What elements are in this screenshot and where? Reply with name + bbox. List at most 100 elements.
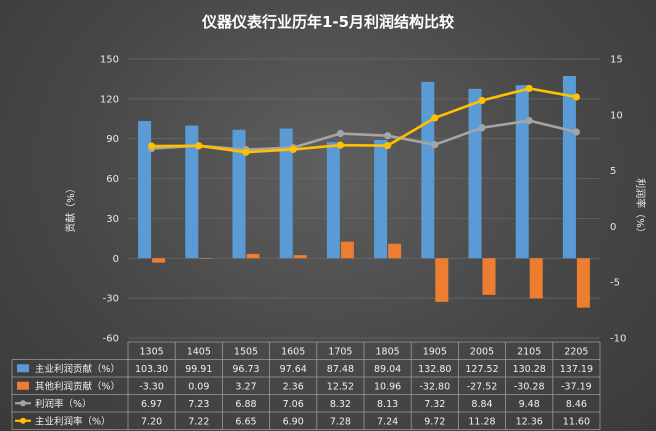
legend-key [20,400,26,407]
bar-other-profit [529,258,543,299]
chart-title: 仪器仪表行业历年1-5月利润结构比较 [201,13,454,31]
table-cell: -30.28 [514,381,545,392]
category-label: 2005 [470,346,494,357]
bar-other-profit [293,255,307,259]
table-cell: 7.28 [330,416,351,427]
table-cell: 6.97 [141,399,162,410]
table-cell: 99.91 [185,364,212,375]
main-profit-rate-point [572,93,581,101]
right-axis-title: 利润率（%） [634,178,647,238]
bar-main-profit [562,76,576,259]
main-profit-rate-point [289,145,297,153]
main-profit-rate-line [151,87,577,154]
table-cell: 11.28 [468,416,495,427]
category-label: 2105 [517,346,541,357]
table-cell: 2.36 [283,381,304,392]
right-tick-label: 0 [610,222,616,233]
bar-main-profit [185,125,199,259]
bar-main-profit [421,81,435,259]
main-profit-rate-point [148,142,156,150]
right-tick-label: 15 [610,55,623,66]
category-label: 1705 [328,346,352,357]
table-cell: 8.84 [471,399,492,410]
table-cell: -37.19 [561,381,592,392]
left-tick-label: 0 [113,254,119,265]
profit-rate-point [525,117,533,125]
profit-rate-line [151,119,577,151]
series-label: 其他利润贡献（%） [35,380,120,392]
bar-other-profit [482,258,496,295]
bar-main-profit [374,139,388,259]
left-tick-label: 60 [106,174,119,185]
table-cell: 127.52 [465,364,498,375]
bar-main-profit [326,142,340,259]
bar-other-profit [152,258,166,263]
table-cell: -27.52 [467,381,498,392]
main-profit-rate-point [478,96,486,105]
table-cell: 10.96 [374,381,401,392]
table-cell: 8.13 [377,399,398,410]
table-cell: 7.23 [188,399,209,410]
table-cell: -32.80 [419,381,450,392]
table-cell: 87.48 [327,364,354,375]
table-cell: 137.19 [560,364,593,375]
right-tick-label: -5 [610,278,620,289]
left-tick-label: -60 [103,334,119,345]
table-cell: 12.36 [516,416,543,427]
left-tick-label: 120 [100,94,119,105]
series-label: 利润率（%） [35,398,92,410]
profit-rate-point [572,128,581,136]
bar-main-profit [515,85,529,259]
table-cell: 12.52 [327,381,354,392]
bar-other-profit [246,253,260,259]
left-tick-label: -30 [103,294,119,305]
bar-other-profit [576,258,590,308]
category-label: 1805 [376,346,400,357]
legend-key [20,417,26,424]
main-profit-rate-point [525,84,533,93]
profit-rate-point [431,141,439,149]
right-tick-label: -10 [610,334,626,345]
category-label: 2205 [564,346,588,357]
table-cell: 132.80 [418,364,451,375]
main-profit-rate-point [195,142,203,150]
main-profit-rate-point [336,141,344,149]
bar-other-profit [340,241,354,259]
table-cell: 7.22 [188,416,209,427]
left-tick-label: 30 [106,214,119,225]
bar-other-profit [199,258,213,259]
table-cell: 6.90 [283,416,304,427]
table-cell: -3.30 [139,381,164,392]
table-cell: 89.04 [374,364,401,375]
profit-rate-point [478,124,486,132]
table-cell: 7.20 [141,416,162,427]
table-cell: 7.32 [424,399,445,410]
series-label: 主业利润贡献（%） [35,363,120,375]
table-cell: 6.65 [235,416,256,427]
series-label: 主业利润率（%） [35,415,111,427]
profit-rate-point [384,132,392,140]
right-tick-label: 5 [610,166,616,177]
main-profit-rate-point [431,114,439,122]
table-cell: 9.48 [519,399,540,410]
table-cell: 8.32 [330,399,351,410]
category-label: 1605 [281,346,305,357]
table-cell: 0.09 [188,381,209,392]
bar-main-profit [138,121,152,259]
table-cell: 9.72 [424,416,445,427]
main-profit-rate-point [384,142,392,150]
category-label: 1305 [140,346,164,357]
table-cell: 97.64 [280,364,307,375]
left-tick-label: 90 [106,134,119,145]
table-cell: 96.73 [232,364,259,375]
table-cell: 130.28 [513,364,546,375]
legend-key [17,364,29,373]
bar-main-profit [468,88,482,259]
main-profit-rate-point [242,148,250,156]
table-cell: 11.60 [563,416,590,427]
right-tick-label: 10 [610,110,623,121]
left-tick-label: 150 [100,55,119,66]
bar-main-profit [232,129,246,259]
